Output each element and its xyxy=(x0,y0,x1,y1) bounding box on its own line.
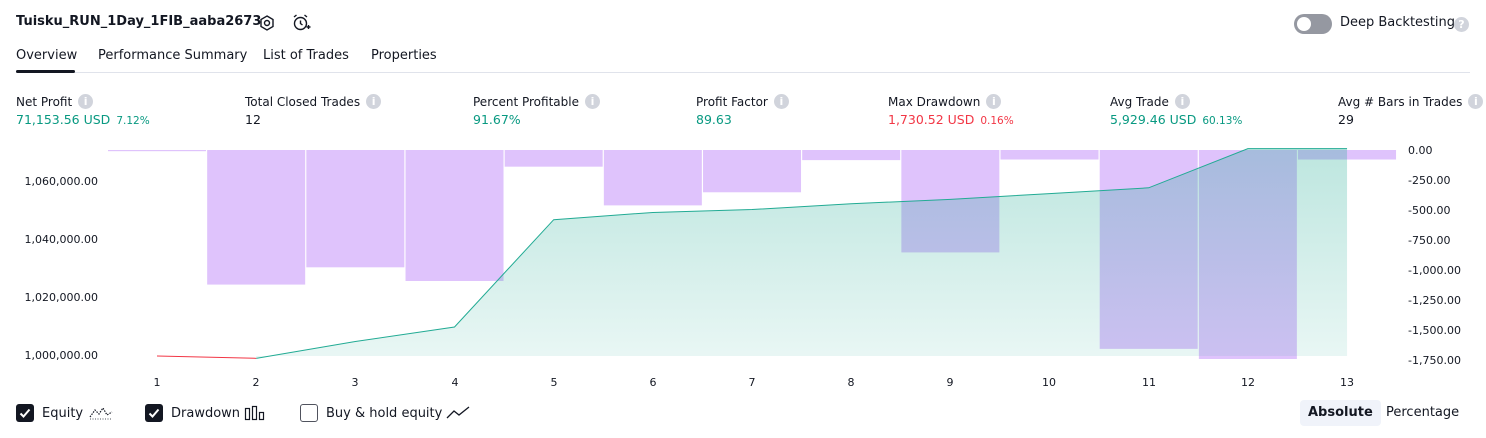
equity-label[interactable]: Equity xyxy=(42,406,84,421)
drawdown-bar xyxy=(703,150,802,193)
active-tab-indicator xyxy=(16,70,75,73)
tab-divider xyxy=(16,72,1470,73)
metric-avg-bars-value: 29 xyxy=(1338,112,1354,127)
y-right-tick: -250.00 xyxy=(1408,174,1451,187)
y-right-tick: 0.00 xyxy=(1408,144,1433,157)
x-tick: 2 xyxy=(252,376,260,389)
x-tick: 9 xyxy=(946,376,954,389)
help-icon[interactable]: ? xyxy=(1454,17,1469,32)
buy-hold-equity-label[interactable]: Buy & hold equity xyxy=(326,406,443,421)
equity-area xyxy=(256,148,1348,359)
buy-hold-equity-checkbox[interactable] xyxy=(300,404,318,422)
x-tick: 6 xyxy=(649,376,657,389)
y-right-tick: -750.00 xyxy=(1408,234,1451,247)
drawdown-bar xyxy=(306,150,405,268)
x-tick: 4 xyxy=(451,376,459,389)
equity-line-icon xyxy=(89,405,113,425)
equity-line xyxy=(256,148,1348,359)
drawdown-checkbox[interactable] xyxy=(145,404,163,422)
info-icon[interactable]: i xyxy=(1174,94,1190,109)
drawdown-bar xyxy=(1000,150,1099,160)
y-right-tick: -1,500.00 xyxy=(1408,324,1461,337)
y-left-tick: 1,040,000.00 xyxy=(24,233,98,246)
x-tick: 11 xyxy=(1142,376,1156,389)
x-tick: 5 xyxy=(550,376,558,389)
info-icon[interactable]: i xyxy=(986,94,1002,109)
x-tick: 7 xyxy=(748,376,756,389)
metric-net-profit-label: Net Profit i xyxy=(16,94,94,109)
metric-profit-factor-label: Profit Factor i xyxy=(696,94,789,109)
drawdown-bar xyxy=(108,150,206,152)
x-tick: 3 xyxy=(351,376,359,389)
y-left-tick: 1,000,000.00 xyxy=(24,349,98,362)
metric-percent-profitable-value: 91.67% xyxy=(473,112,521,127)
equity-line-below-start xyxy=(156,355,257,359)
y-left-tick: 1,060,000.00 xyxy=(24,175,98,188)
metric-avg-bars-label: Avg # Bars in Trades i xyxy=(1338,94,1484,109)
info-icon[interactable]: i xyxy=(584,94,600,109)
deep-backtesting-label: Deep Backtesting xyxy=(1340,15,1456,30)
metric-net-profit-value: 71,153.56 USD 7.12% xyxy=(16,112,150,127)
deep-backtesting-toggle[interactable] xyxy=(1294,14,1332,34)
metric-avg-trade-value: 5,929.46 USD 60.13% xyxy=(1110,112,1243,127)
metric-percent-profitable-label: Percent Profitable i xyxy=(473,94,600,109)
tab-list-of-trades[interactable]: List of Trades xyxy=(263,48,349,63)
y-left-tick: 1,020,000.00 xyxy=(24,291,98,304)
drawdown-label[interactable]: Drawdown xyxy=(171,406,241,421)
buy-hold-line-icon xyxy=(446,405,470,425)
drawdown-bar xyxy=(207,150,306,285)
x-tick: 12 xyxy=(1241,376,1255,389)
x-tick: 10 xyxy=(1042,376,1056,389)
absolute-toggle-button[interactable]: Absolute xyxy=(1300,400,1381,426)
drawdown-bars-icon xyxy=(244,405,266,425)
tab-performance-summary[interactable]: Performance Summary xyxy=(98,48,248,63)
metric-max-drawdown-label: Max Drawdown i xyxy=(888,94,1002,109)
info-icon[interactable]: i xyxy=(1468,94,1484,109)
y-right-tick: -1,750.00 xyxy=(1408,354,1461,367)
settings-icon[interactable] xyxy=(257,13,277,33)
metric-max-drawdown-value: 1,730.52 USD 0.16% xyxy=(888,112,1014,127)
metric-total-closed-trades-value: 12 xyxy=(245,112,261,127)
drawdown-bar xyxy=(405,150,504,281)
percentage-toggle-button[interactable]: Percentage xyxy=(1386,405,1460,420)
info-icon[interactable]: i xyxy=(78,94,94,109)
x-tick: 13 xyxy=(1340,376,1354,389)
tab-overview[interactable]: Overview xyxy=(16,48,78,63)
metric-avg-trade-label: Avg Trade i xyxy=(1110,94,1190,109)
strategy-title: Tuisku_RUN_1Day_1FIB_aaba2673 xyxy=(16,14,262,29)
metric-profit-factor-value: 89.63 xyxy=(696,112,732,127)
tab-properties[interactable]: Properties xyxy=(371,48,437,63)
y-right-tick: -500.00 xyxy=(1408,204,1451,217)
y-right-tick: -1,000.00 xyxy=(1408,264,1461,277)
x-tick: 1 xyxy=(153,376,161,389)
add-alert-icon[interactable] xyxy=(291,13,311,33)
drawdown-bar xyxy=(603,150,702,206)
drawdown-bar xyxy=(504,150,603,167)
drawdown-bar xyxy=(802,150,901,161)
equity-checkbox[interactable] xyxy=(16,404,34,422)
metric-total-closed-trades-label: Total Closed Trades i xyxy=(245,94,382,109)
info-icon[interactable]: i xyxy=(366,94,382,109)
info-icon[interactable]: i xyxy=(773,94,789,109)
y-right-tick: -1,250.00 xyxy=(1408,294,1461,307)
x-tick: 8 xyxy=(847,376,855,389)
